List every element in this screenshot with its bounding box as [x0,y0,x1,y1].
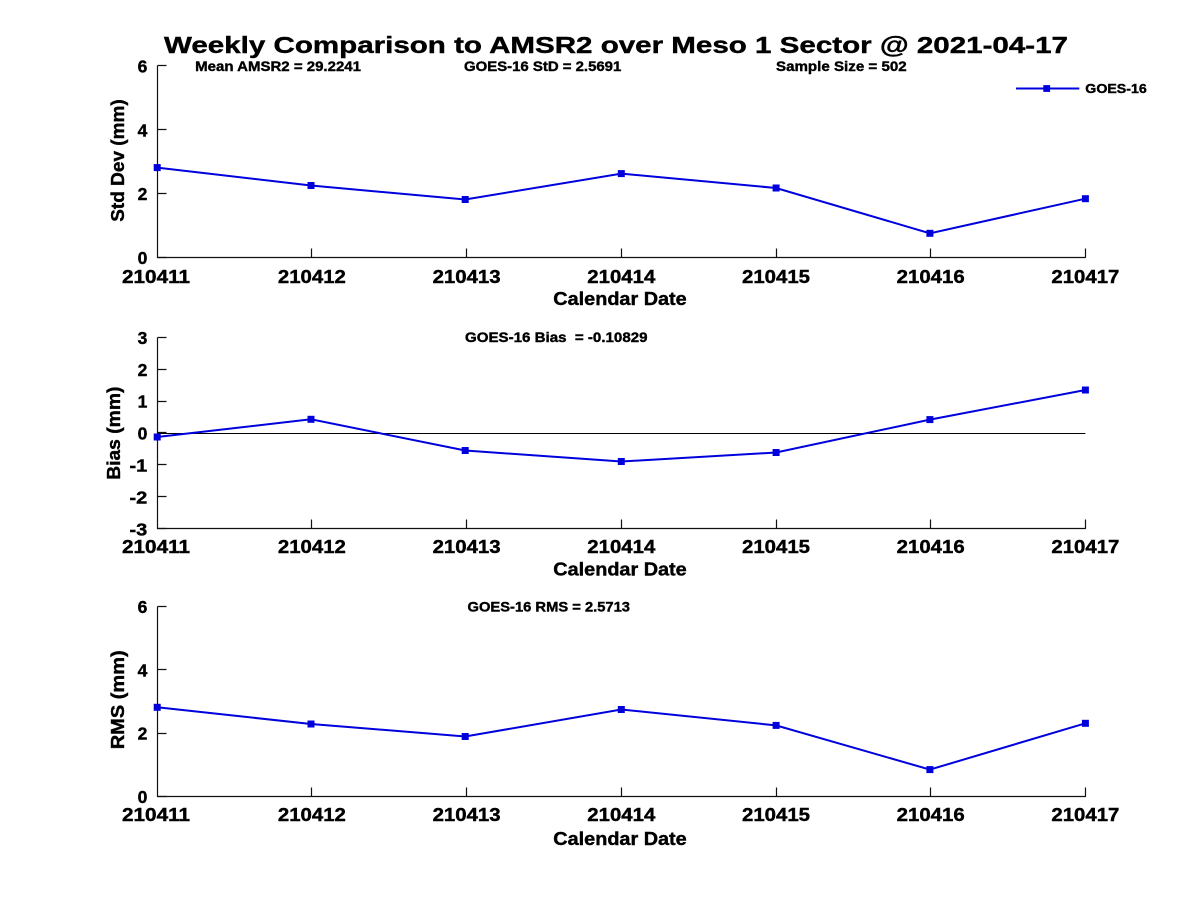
svg-text:210417: 210417 [1051,805,1119,825]
svg-text:210411: 210411 [122,537,190,557]
svg-text:2: 2 [138,360,148,380]
svg-text:210416: 210416 [897,537,965,557]
svg-text:210414: 210414 [587,267,655,287]
svg-text:Std Dev (mm): Std Dev (mm) [108,99,128,222]
svg-text:GOES-16 Bias = -0.10829: GOES-16 Bias = -0.10829 [465,329,648,345]
svg-text:-2: -2 [130,487,148,507]
svg-text:RMS (mm): RMS (mm) [108,650,128,749]
svg-text:4: 4 [138,661,148,681]
svg-text:2: 2 [138,184,148,204]
svg-text:210414: 210414 [587,537,655,557]
svg-text:210413: 210413 [433,267,501,287]
svg-text:210415: 210415 [742,537,810,557]
svg-text:210412: 210412 [278,537,346,557]
svg-text:0: 0 [138,787,148,807]
svg-text:210413: 210413 [433,537,501,557]
svg-text:210416: 210416 [897,805,965,825]
svg-text:Calendar Date: Calendar Date [553,560,686,580]
svg-text:Sample Size = 502: Sample Size = 502 [776,58,907,74]
svg-text:1: 1 [138,392,148,412]
svg-text:6: 6 [138,57,148,77]
svg-text:210414: 210414 [587,805,655,825]
svg-text:Weekly Comparison to AMSR2 ove: Weekly Comparison to AMSR2 over Meso 1 S… [164,32,1068,58]
svg-text:Bias (mm): Bias (mm) [104,387,124,480]
svg-text:210411: 210411 [122,267,190,287]
svg-text:0: 0 [138,424,148,444]
svg-text:210412: 210412 [278,267,346,287]
svg-text:4: 4 [138,120,148,140]
svg-text:210416: 210416 [897,267,965,287]
svg-text:210415: 210415 [742,267,810,287]
svg-text:210417: 210417 [1051,537,1119,557]
svg-text:-1: -1 [130,456,148,476]
svg-text:Calendar Date: Calendar Date [553,829,686,849]
svg-text:2: 2 [138,724,148,744]
svg-text:-3: -3 [130,519,148,539]
svg-text:210411: 210411 [122,805,190,825]
svg-text:GOES-16: GOES-16 [1085,82,1146,96]
svg-text:GOES-16 StD = 2.5691: GOES-16 StD = 2.5691 [464,58,622,74]
svg-text:GOES-16 RMS = 2.5713: GOES-16 RMS = 2.5713 [468,599,631,615]
svg-text:210417: 210417 [1051,267,1119,287]
svg-text:Calendar Date: Calendar Date [553,289,686,309]
svg-text:210413: 210413 [433,805,501,825]
svg-text:Mean AMSR2 = 29.2241: Mean AMSR2 = 29.2241 [195,58,361,74]
svg-text:3: 3 [138,328,148,348]
svg-text:210415: 210415 [742,805,810,825]
svg-text:210412: 210412 [278,805,346,825]
svg-text:6: 6 [138,597,148,617]
svg-text:0: 0 [138,248,148,268]
